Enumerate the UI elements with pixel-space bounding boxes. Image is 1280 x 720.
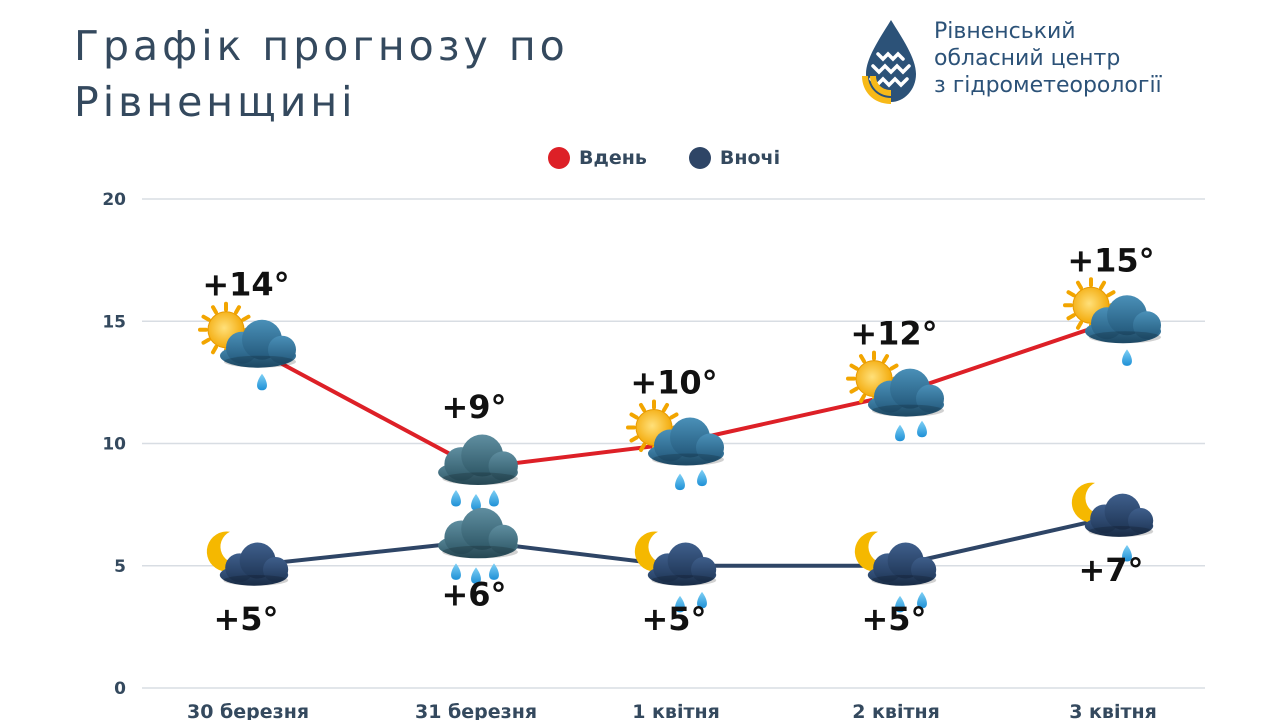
night-temperature-label: +5° — [861, 600, 926, 638]
day-temperature-label: +15° — [1067, 241, 1154, 279]
night-temperature-label: +6° — [441, 575, 506, 613]
chart-legend: Вдень Вночі — [548, 144, 780, 172]
moon-cloud-light-rain-icon — [1071, 482, 1154, 562]
day-temperature-label: +9° — [441, 388, 506, 426]
legend-item-day: Вдень — [548, 147, 647, 169]
moon-cloud-rain-icon — [854, 531, 937, 613]
legend-label-night: Вночі — [719, 147, 781, 169]
y-tick-label: 20 — [102, 190, 126, 210]
night-temperature-label: +5° — [641, 600, 706, 638]
x-tick-label: 30 березня — [187, 701, 309, 720]
x-tick-label: 3 квітня — [1069, 701, 1157, 720]
sun-cloud-rain-icon — [846, 350, 944, 442]
night-temperature-label: +7° — [1078, 551, 1143, 589]
legend-dot-day — [548, 147, 570, 169]
day-temperature-label: +12° — [850, 315, 937, 353]
cloud-rain-icon — [438, 507, 518, 584]
organization-name: Рівненський обласний центр з гідрометеор… — [934, 18, 1162, 99]
x-tick-label: 31 березня — [415, 701, 537, 720]
y-tick-label: 15 — [102, 312, 126, 332]
y-tick-label: 0 — [114, 679, 126, 699]
moon-cloud-rain-icon — [634, 531, 717, 613]
organization-line-2: обласний центр — [934, 46, 1121, 71]
x-tick-label: 1 квітня — [632, 701, 720, 720]
y-tick-label: 10 — [102, 435, 126, 455]
y-tick-label: 5 — [114, 557, 126, 577]
sun-cloud-light-rain-icon — [1063, 277, 1161, 366]
moon-cloud-icon — [206, 531, 289, 586]
organization-line-3: з гідрометеорології — [934, 73, 1162, 98]
legend-dot-night — [688, 147, 711, 169]
sun-cloud-light-rain-icon — [198, 301, 296, 391]
sun-cloud-rain-icon — [626, 399, 724, 491]
day-temperature-label: +14° — [202, 266, 289, 304]
x-tick-label: 2 квітня — [852, 701, 940, 720]
day-temperature-label: +10° — [630, 364, 717, 402]
organization-line-1: Рівненський — [934, 19, 1076, 44]
legend-item-night: Вночі — [688, 147, 781, 169]
night-temperature-label: +5° — [213, 600, 278, 638]
legend-label-day: Вдень — [579, 147, 647, 169]
page-title: Графік прогнозу по Рівненщині — [74, 22, 569, 126]
organization-header: Рівненський обласний центр з гідрометеор… — [858, 14, 1258, 110]
hydromet-logo — [862, 20, 916, 104]
cloud-rain-icon — [438, 434, 518, 511]
